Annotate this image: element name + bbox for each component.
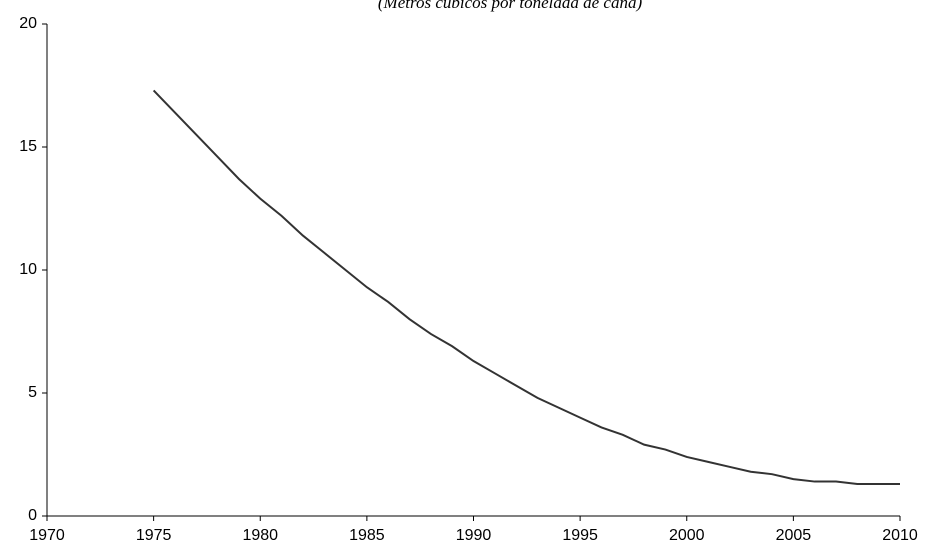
y-tick-label: 20 [19,15,37,32]
y-tick-label: 5 [28,384,37,401]
x-tick-label: 1975 [136,527,172,544]
y-tick-label: 15 [19,138,37,155]
x-tick-label: 2010 [882,527,918,544]
chart-subtitle: (Metros cúbicos por tonelada de caña) [378,0,643,12]
x-tick-label: 2000 [669,527,705,544]
x-tick-label: 1970 [29,527,65,544]
x-tick-label: 1985 [349,527,385,544]
x-tick-label: 1980 [242,527,278,544]
y-tick-label: 0 [28,507,37,524]
x-tick-label: 1995 [562,527,598,544]
x-tick-label: 2005 [776,527,812,544]
y-tick-label: 10 [19,261,37,278]
x-tick-label: 1990 [456,527,492,544]
line [152,89,900,486]
